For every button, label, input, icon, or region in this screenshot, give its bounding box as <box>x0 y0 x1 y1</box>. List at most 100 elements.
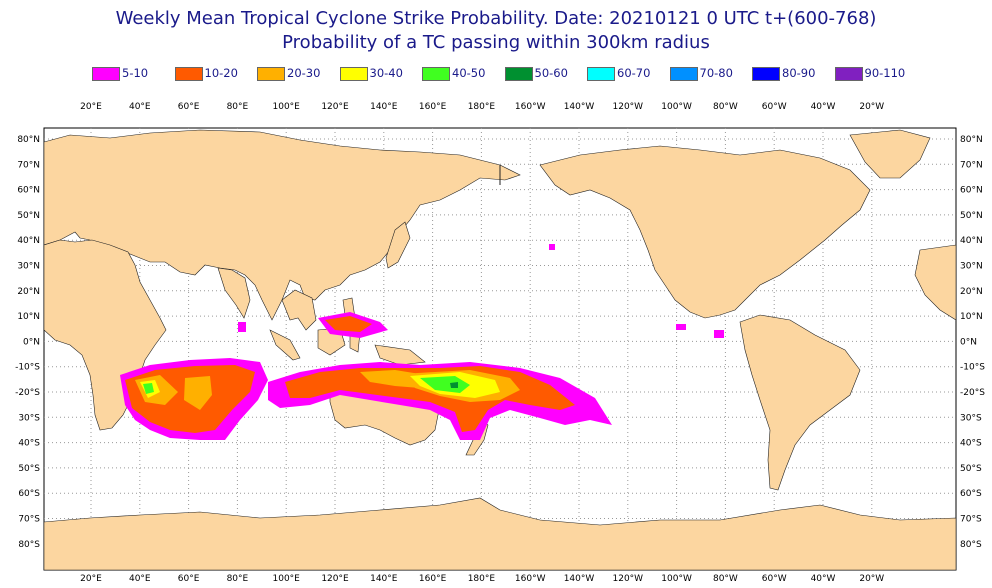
legend-swatch <box>174 67 203 81</box>
lat-label-left: 60°N <box>17 186 40 196</box>
legend-swatch <box>92 67 120 81</box>
lat-label-right: 60°S <box>960 489 982 499</box>
lat-label-right: 50°N <box>960 211 983 221</box>
lat-label-left: -20°S <box>15 388 40 398</box>
lon-label-top: 100°W <box>661 102 692 112</box>
lon-label-top: 60°W <box>762 102 787 112</box>
west-africa-landmass <box>914 244 956 321</box>
indochina-landmass <box>281 289 317 331</box>
lon-label-bottom: 160°E <box>419 574 447 584</box>
lon-label-top: 40°E <box>129 102 151 112</box>
lon-label-top: 100°E <box>273 102 301 112</box>
lat-label-right: 80°S <box>960 540 982 550</box>
lat-label-left: 70°N <box>17 160 40 170</box>
lon-label-bottom: 20°E <box>80 574 102 584</box>
lat-label-right: 40°S <box>960 439 982 449</box>
lat-label-left: 50°N <box>17 211 40 221</box>
lon-label-top: 20°E <box>80 102 102 112</box>
antarctica-landmass <box>44 497 956 570</box>
lat-label-right: 70°S <box>960 515 982 525</box>
lon-label-bottom: 120°W <box>613 574 644 584</box>
prob-5-10-hawaii <box>549 244 555 250</box>
lat-label-right: 30°N <box>960 262 983 272</box>
legend-label: 20-30 <box>287 66 321 80</box>
lat-label-right: 50°S <box>960 464 982 474</box>
lat-label-left: 80°S <box>18 540 40 550</box>
lon-label-top: 120°W <box>613 102 644 112</box>
lat-label-right: 30°S <box>960 413 982 423</box>
lat-label-right: -10°S <box>960 363 985 373</box>
legend-swatch <box>752 67 780 81</box>
lat-label-right: 60°N <box>960 186 983 196</box>
lat-label-left: 10°N <box>17 312 40 322</box>
lon-label-bottom: 80°E <box>227 574 249 584</box>
lon-label-bottom: 180°E <box>468 574 496 584</box>
prob-50-60-australia <box>450 382 458 388</box>
lat-label-left: 40°N <box>17 236 40 246</box>
lon-label-bottom: 80°W <box>713 574 738 584</box>
lat-label-left: 30°S <box>18 413 40 423</box>
prob-5-10-east-pacific-2 <box>714 330 724 338</box>
lat-label-right: 40°N <box>960 236 983 246</box>
japan-landmass <box>385 221 411 269</box>
lon-label-top: 80°E <box>227 102 249 112</box>
lon-label-bottom: 100°E <box>273 574 301 584</box>
prob-40-50-australia <box>420 376 470 393</box>
lon-label-bottom: 40°W <box>811 574 836 584</box>
legend-label: 5-10 <box>122 66 149 80</box>
probability-contours <box>120 244 724 440</box>
new-guinea-landmass <box>374 344 426 366</box>
prob-40-50-indian <box>143 383 154 394</box>
lon-label-bottom: 60°W <box>762 574 787 584</box>
lon-label-top: 180°E <box>468 102 496 112</box>
legend-swatch <box>422 67 450 81</box>
lon-label-top: 60°E <box>178 102 200 112</box>
lat-label-left: -10°S <box>15 363 40 373</box>
lat-label-right: -20°S <box>960 388 985 398</box>
greenland-landmass <box>849 129 931 179</box>
map-subtitle: Probability of a TC passing within 300km… <box>282 32 710 53</box>
lon-label-bottom: 140°E <box>370 574 398 584</box>
lon-label-bottom: 40°E <box>129 574 151 584</box>
lat-label-left: 20°N <box>17 287 40 297</box>
lat-label-right: 10°N <box>960 312 983 322</box>
lat-label-right: 70°N <box>960 160 983 170</box>
legend-swatch <box>339 67 368 81</box>
sumatra-landmass <box>269 329 301 361</box>
legend-swatch <box>504 67 533 81</box>
lat-label-left: 40°S <box>18 439 40 449</box>
lat-label-left: 70°S <box>18 515 40 525</box>
india-landmass <box>217 267 251 319</box>
land-masses <box>44 129 956 570</box>
lon-label-bottom: 100°W <box>661 574 692 584</box>
lon-label-top: 120°E <box>321 102 349 112</box>
legend-label: 60-70 <box>617 66 651 80</box>
prob-5-10-sri-lanka <box>238 322 246 332</box>
lon-label-top: 140°W <box>564 102 595 112</box>
eurasia-landmass <box>44 129 521 321</box>
legend-swatch <box>587 67 615 81</box>
lat-label-left: 30°N <box>17 262 40 272</box>
legend-label: 30-40 <box>369 66 403 80</box>
lat-label-right: 20°N <box>960 287 983 297</box>
lon-label-bottom: 60°E <box>178 574 200 584</box>
legend-swatch <box>834 67 863 81</box>
lon-label-bottom: 120°E <box>321 574 349 584</box>
legend-label: 50-60 <box>534 66 568 80</box>
legend-label: 40-50 <box>452 66 486 80</box>
legend-label: 90-110 <box>864 66 906 80</box>
lon-label-top: 80°W <box>713 102 738 112</box>
legend-swatch <box>257 67 285 81</box>
lon-label-top: 40°W <box>811 102 836 112</box>
lat-label-right: 80°N <box>960 135 983 145</box>
lon-label-top: 20°W <box>859 102 884 112</box>
north-america-landmass <box>539 145 871 319</box>
lon-label-bottom: 160°W <box>515 574 546 584</box>
lon-label-top: 160°E <box>419 102 447 112</box>
legend-label: 70-80 <box>699 66 733 80</box>
legend-label: 10-20 <box>204 66 238 80</box>
lon-label-top: 160°W <box>515 102 546 112</box>
lat-label-left: 60°S <box>18 489 40 499</box>
lat-label-left: 0°N <box>23 337 40 347</box>
